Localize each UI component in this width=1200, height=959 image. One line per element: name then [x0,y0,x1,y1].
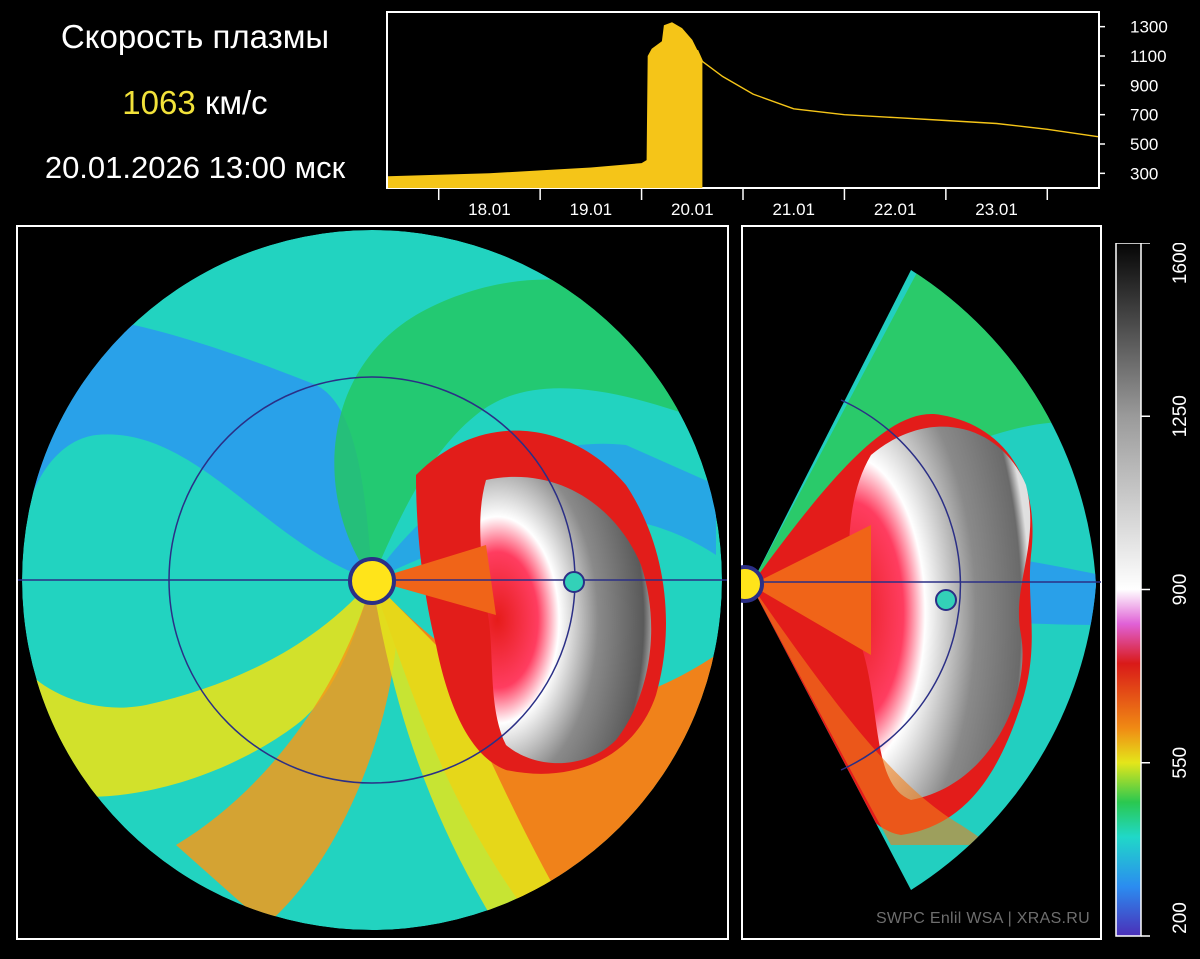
y-tick-label: 300 [1130,164,1158,183]
y-tick-label: 500 [1130,135,1158,154]
colorbar-tick-label: 200 [1170,902,1191,934]
ecliptic-plane-panel [16,225,729,940]
x-tick-label: 20.01 [671,200,714,219]
colorbar-scale [1115,243,1142,937]
colorbar-tick-label: 550 [1170,747,1191,779]
series-line-forecast [696,49,1099,138]
x-tick-label: 22.01 [874,200,917,219]
header-speed: 1063 км/с [0,84,390,122]
x-tick-label: 21.01 [772,200,815,219]
colorbar-tick-label: 900 [1170,574,1191,606]
sun-icon [348,557,396,605]
y-tick-label: 1100 [1130,47,1167,66]
colorbar: 200 550 900 1250 1600 [1115,243,1191,937]
timeseries-frame [386,11,1100,189]
x-tick-label: 23.01 [975,200,1018,219]
colorbar-tick-label: 1250 [1170,395,1191,437]
timeseries-plot-area [387,22,1099,188]
credits-text: SWPC Enlil WSA | XRAS.RU [875,910,1090,927]
series-area-past [388,22,703,188]
speed-unit: км/с [204,84,268,121]
header-datetime: 20.01.2026 13:00 мск [44,150,346,185]
y-tick-label: 700 [1130,106,1158,125]
colorbar-tick-label: 1600 [1170,243,1191,284]
earth-icon [563,571,585,593]
sun-icon-meridional [741,565,764,603]
speed-value: 1063 [122,84,196,121]
header-title: Скорость плазмы [60,18,330,55]
y-tick-label: 1300 [1130,18,1168,37]
timeseries-axes: 300 500 700 900 1100 1300 18.01 19.01 20.01 21.01… [437,18,1168,219]
meridional-plane-panel [741,225,1102,940]
earth-icon-meridional [935,589,957,611]
y-tick-label: 900 [1130,76,1158,95]
earth-orbit-arc [840,399,962,771]
x-tick-label: 18.01 [468,200,511,219]
x-tick-label: 19.01 [570,200,613,219]
colorbar-ticks: 200 550 900 1250 1600 [1141,243,1191,937]
